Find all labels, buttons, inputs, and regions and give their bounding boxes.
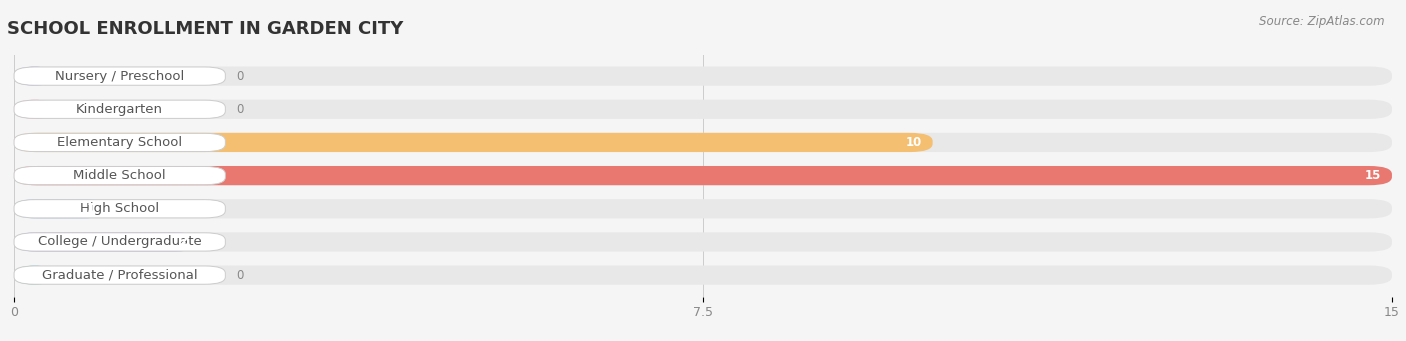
FancyBboxPatch shape	[14, 266, 1392, 285]
Text: 0: 0	[236, 269, 243, 282]
Text: Elementary School: Elementary School	[58, 136, 183, 149]
FancyBboxPatch shape	[14, 133, 1392, 152]
FancyBboxPatch shape	[14, 133, 225, 151]
FancyBboxPatch shape	[14, 66, 1392, 86]
FancyBboxPatch shape	[14, 100, 225, 118]
FancyBboxPatch shape	[14, 266, 55, 285]
Text: 1: 1	[87, 202, 94, 215]
FancyBboxPatch shape	[14, 200, 225, 218]
FancyBboxPatch shape	[14, 199, 1392, 218]
Text: SCHOOL ENROLLMENT IN GARDEN CITY: SCHOOL ENROLLMENT IN GARDEN CITY	[7, 20, 404, 38]
Text: Graduate / Professional: Graduate / Professional	[42, 269, 197, 282]
Text: Middle School: Middle School	[73, 169, 166, 182]
FancyBboxPatch shape	[14, 233, 225, 251]
FancyBboxPatch shape	[14, 166, 1392, 185]
Text: 2: 2	[179, 235, 187, 249]
FancyBboxPatch shape	[14, 266, 225, 284]
Text: 10: 10	[905, 136, 921, 149]
FancyBboxPatch shape	[14, 100, 55, 119]
Text: 0: 0	[236, 70, 243, 83]
FancyBboxPatch shape	[14, 67, 225, 85]
Text: High School: High School	[80, 202, 159, 215]
FancyBboxPatch shape	[14, 166, 225, 185]
FancyBboxPatch shape	[14, 133, 932, 152]
Text: 0: 0	[236, 103, 243, 116]
FancyBboxPatch shape	[14, 199, 105, 218]
Text: Source: ZipAtlas.com: Source: ZipAtlas.com	[1260, 15, 1385, 28]
Text: Nursery / Preschool: Nursery / Preschool	[55, 70, 184, 83]
FancyBboxPatch shape	[14, 100, 1392, 119]
FancyBboxPatch shape	[14, 232, 198, 252]
FancyBboxPatch shape	[14, 66, 55, 86]
FancyBboxPatch shape	[14, 166, 1392, 185]
FancyBboxPatch shape	[14, 232, 1392, 252]
Text: College / Undergraduate: College / Undergraduate	[38, 235, 201, 249]
Text: 15: 15	[1365, 169, 1381, 182]
Text: Kindergarten: Kindergarten	[76, 103, 163, 116]
